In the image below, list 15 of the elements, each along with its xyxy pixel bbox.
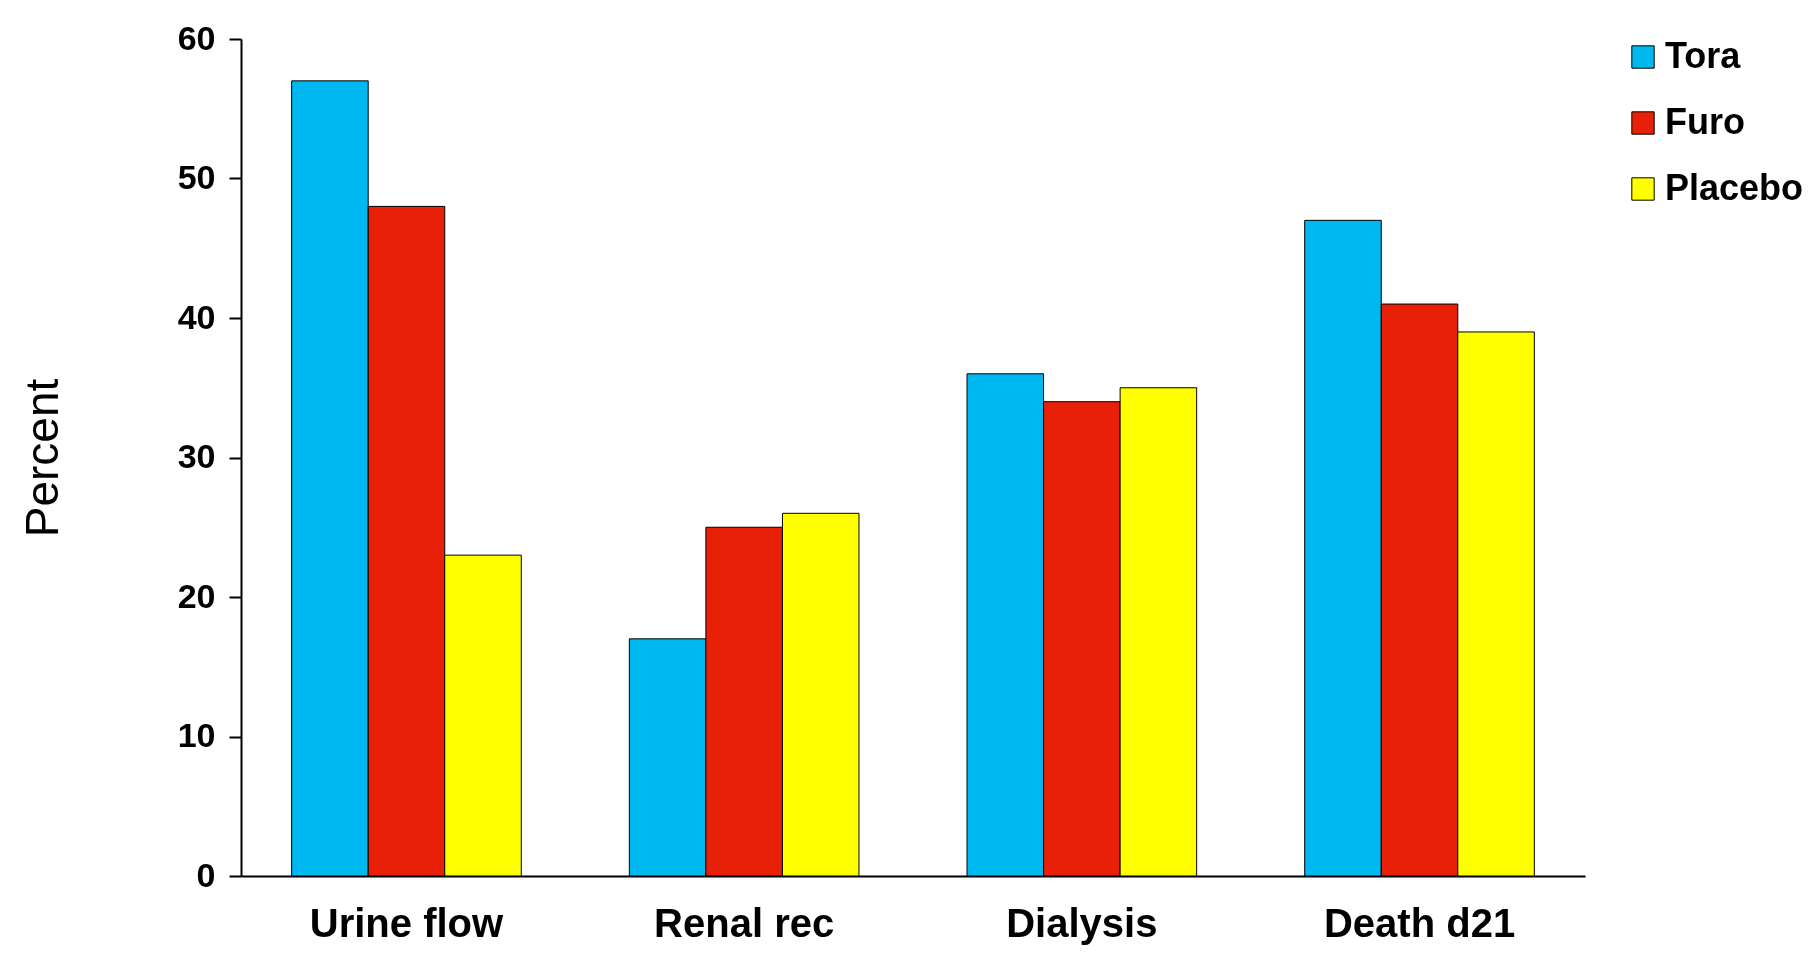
y-tick-label: 40 xyxy=(177,297,216,336)
legend-label: Furo xyxy=(1665,101,1745,142)
y-tick-label: 60 xyxy=(177,18,216,57)
y-tick-label: 20 xyxy=(177,576,216,615)
x-tick-label: Urine flow xyxy=(309,900,505,945)
x-tick-label: Death d21 xyxy=(1323,900,1516,945)
x-tick-label: Dialysis xyxy=(1006,900,1158,945)
y-tick-label: 0 xyxy=(196,855,216,894)
x-tick-label: Renal rec xyxy=(654,900,835,945)
y-tick-label: 50 xyxy=(177,158,216,196)
legend-label: Placebo xyxy=(1665,167,1804,208)
y-tick-label: 30 xyxy=(177,437,216,475)
legend-label: Tora xyxy=(1665,35,1742,76)
y-axis-title: Percent xyxy=(15,378,68,538)
y-tick-label: 10 xyxy=(177,716,216,754)
